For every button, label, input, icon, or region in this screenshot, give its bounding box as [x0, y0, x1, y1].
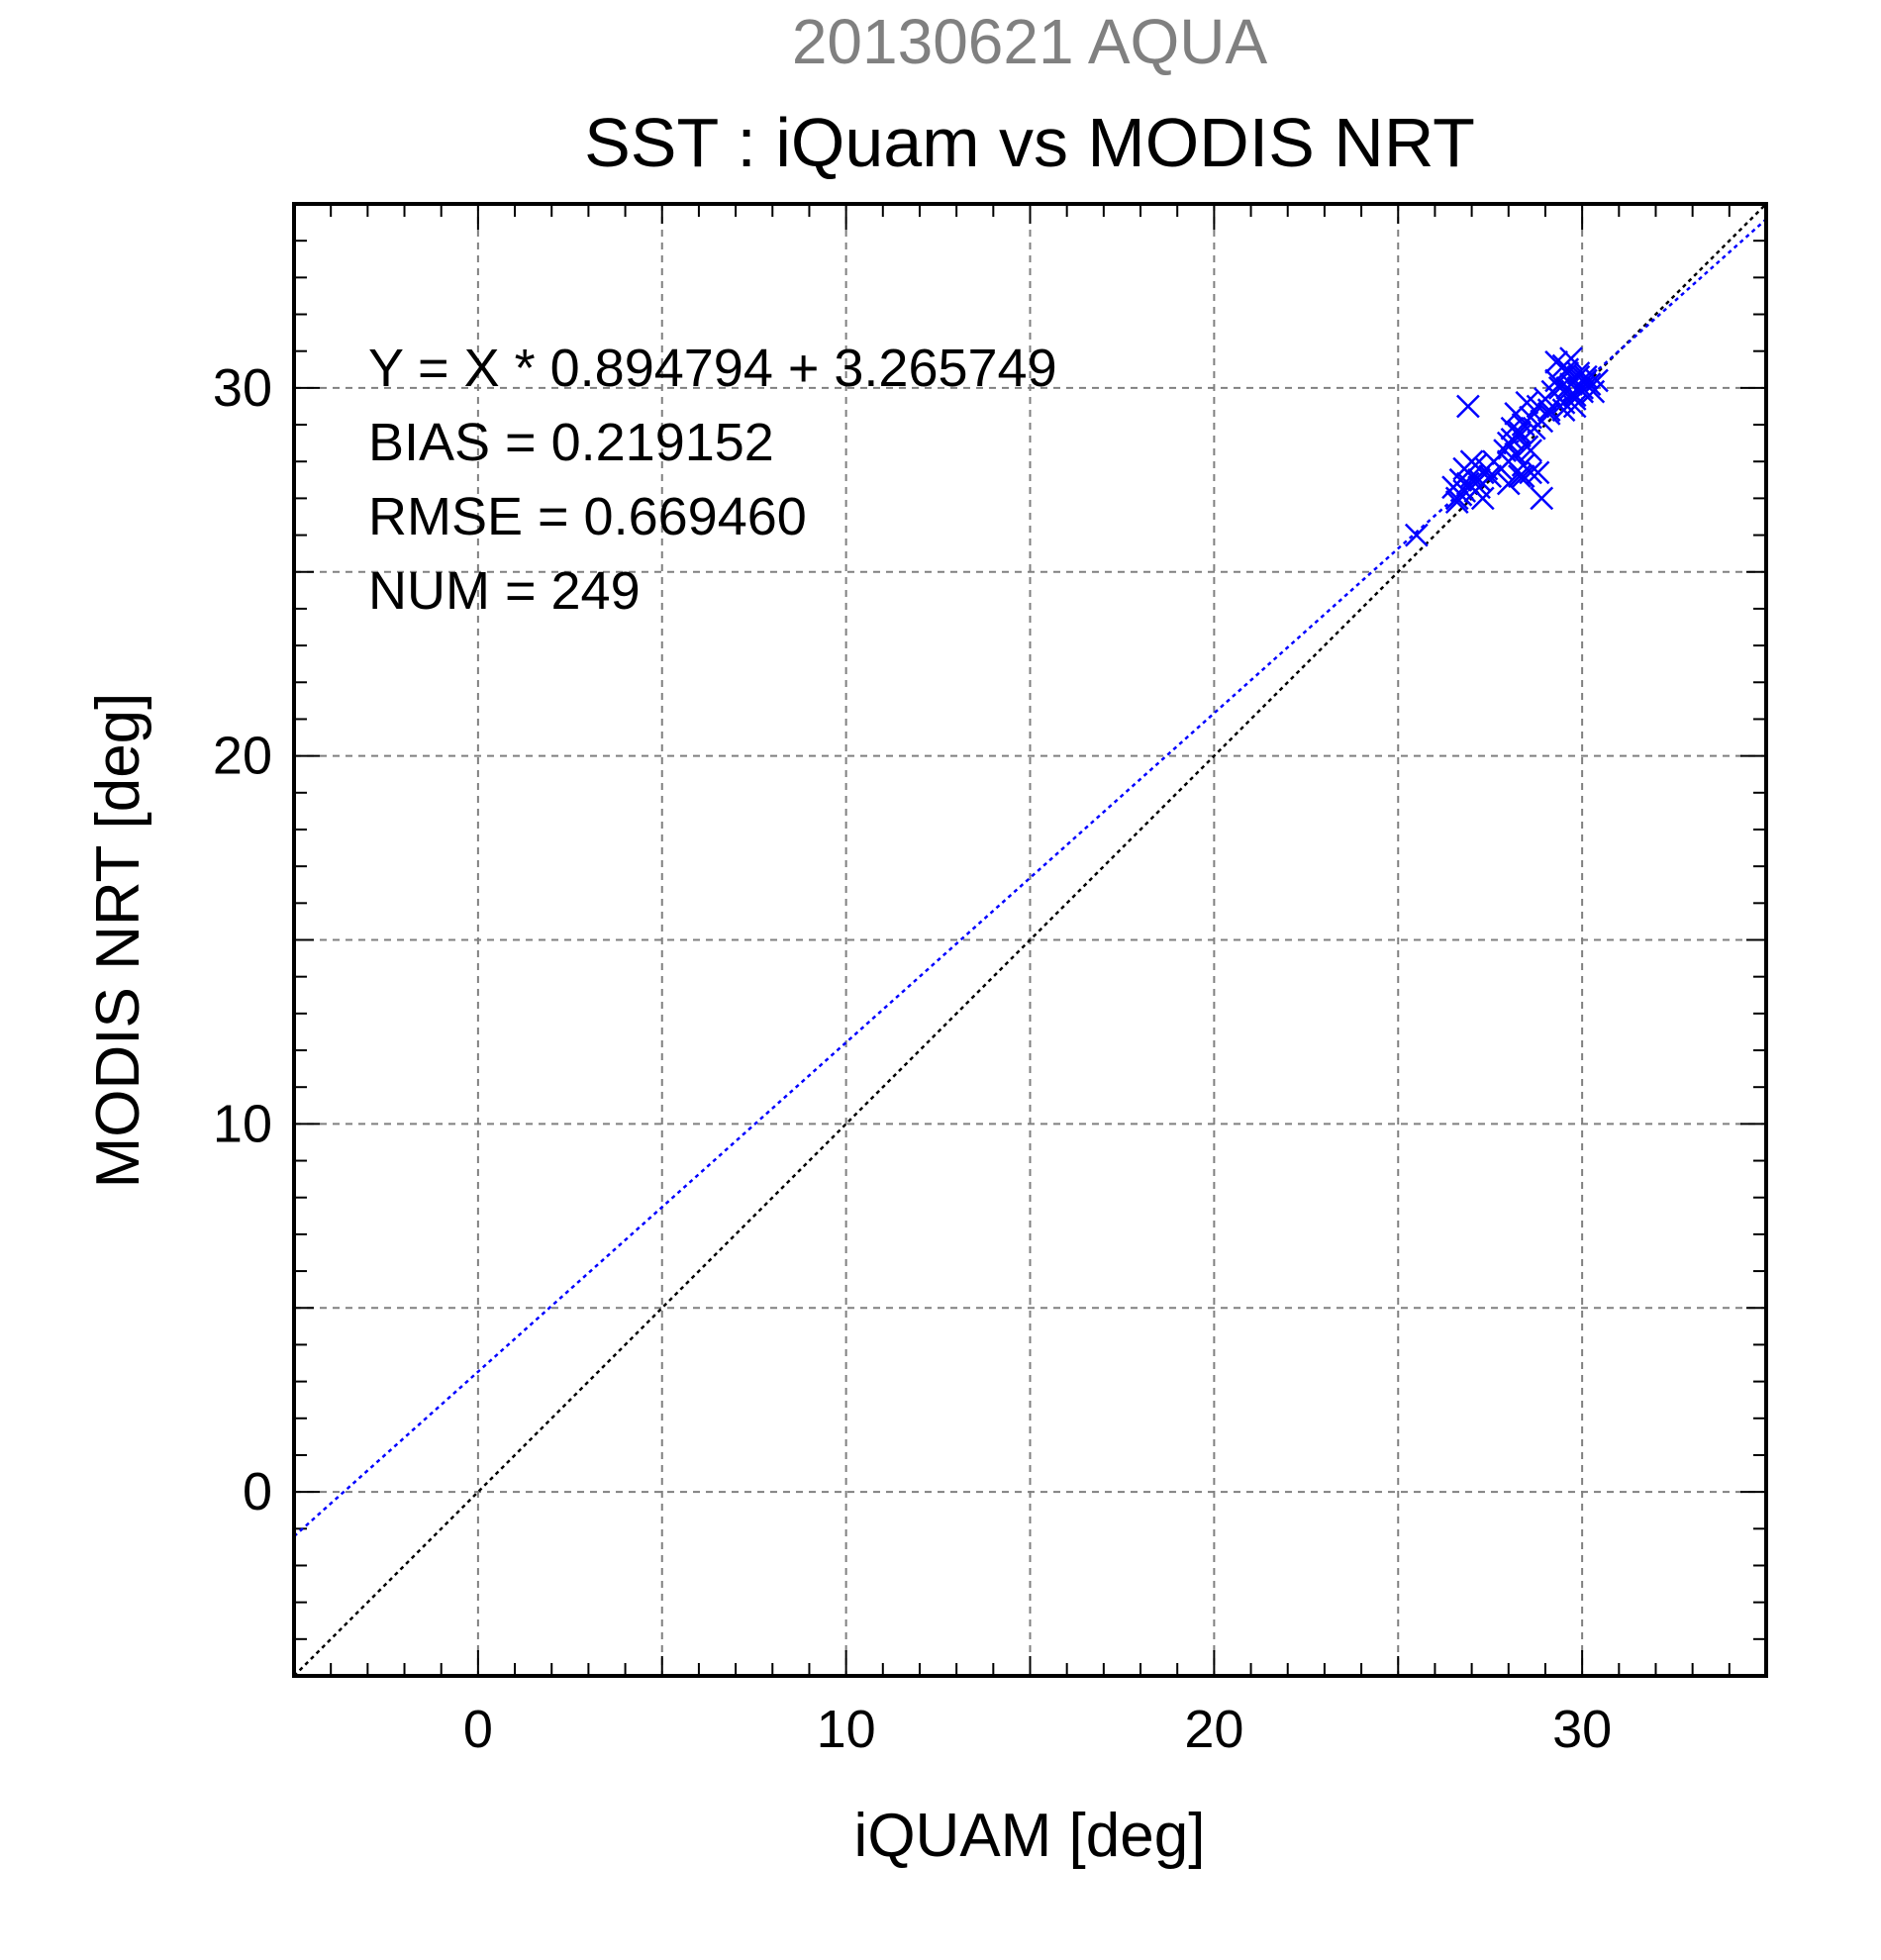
data-point: [1566, 375, 1591, 400]
x-tick-label: 20: [1184, 1700, 1243, 1759]
x-axis-label: iQUAM [deg]: [854, 1802, 1206, 1870]
data-point: [1544, 349, 1568, 374]
y-axis-label: MODIS NRT [deg]: [84, 693, 152, 1189]
data-point: [1585, 368, 1609, 393]
data-point: [1459, 449, 1484, 474]
grid-lines: [294, 204, 1766, 1676]
x-tick-label: 10: [817, 1700, 876, 1759]
data-point: [1500, 428, 1525, 451]
data-point: [1515, 390, 1539, 415]
y-tick-label: 30: [213, 358, 272, 418]
stats-box: Y = X * 0.894794 + 3.265749 BIAS = 0.219…: [368, 339, 1057, 621]
data-point: [1444, 490, 1469, 515]
data-point: [1448, 482, 1473, 507]
stats-regression: Y = X * 0.894794 + 3.265749: [368, 339, 1057, 398]
data-point: [1530, 486, 1554, 511]
data-point: [1511, 464, 1535, 488]
tick-labels: 0 10 20 30 0 10 20 30: [213, 358, 1612, 1759]
data-point: [1455, 394, 1480, 419]
data-point: [1519, 460, 1542, 485]
data-point: [1551, 398, 1576, 423]
stats-num: NUM = 249: [368, 561, 641, 621]
data-point: [1559, 346, 1583, 371]
chart-title: SST : iQuam vs MODIS NRT: [584, 104, 1475, 181]
data-point: [1555, 375, 1580, 400]
plot-frame: [292, 202, 1768, 1678]
minor-ticks: [294, 204, 1766, 1676]
data-point: [1536, 402, 1561, 426]
stats-bias: BIAS = 0.219152: [368, 413, 774, 472]
y-tick-label: 20: [213, 727, 272, 786]
chart-suptitle: 20130621 AQUA: [792, 6, 1268, 77]
y-tick-label: 0: [243, 1462, 272, 1521]
x-tick-label: 0: [463, 1700, 493, 1759]
data-point: [1463, 479, 1488, 503]
data-point: [1496, 471, 1521, 496]
data-points: [1404, 346, 1609, 547]
stats-rmse: RMSE = 0.669460: [368, 487, 807, 546]
data-point: [1404, 523, 1429, 547]
y-tick-label: 10: [213, 1094, 272, 1153]
x-tick-label: 30: [1552, 1700, 1612, 1759]
data-point: [1526, 460, 1550, 485]
data-point: [1519, 439, 1542, 462]
